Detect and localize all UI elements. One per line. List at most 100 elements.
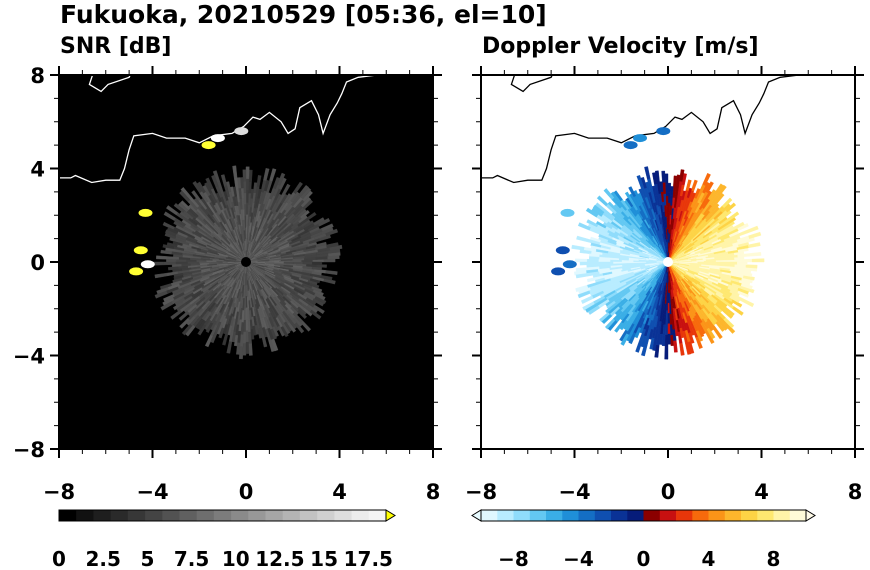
- echo-cell: [316, 264, 327, 268]
- radar-site-marker: [241, 257, 251, 267]
- echo-cell: [644, 166, 651, 180]
- echo-cell: [245, 178, 250, 191]
- echo-cell: [293, 261, 304, 265]
- colorbar-cell: [299, 510, 318, 521]
- echo-cell: [179, 317, 191, 329]
- colorbar-tick-label: 0: [637, 547, 651, 570]
- colorbar-cell: [497, 510, 515, 521]
- echo-cell: [728, 211, 740, 221]
- echo-cell: [308, 282, 320, 289]
- echo-cell: [205, 260, 217, 263]
- echo-cell: [323, 278, 336, 285]
- echo-cell: [619, 319, 629, 331]
- echo-patch: [133, 246, 148, 255]
- echo-cell: [160, 301, 174, 311]
- echo-cell: [733, 221, 745, 230]
- echo-cell: [625, 197, 634, 208]
- echo-cell: [667, 202, 671, 213]
- colorbar-cell: [724, 510, 742, 521]
- echo-cell: [179, 190, 191, 202]
- colorbar-tick-label: 4: [702, 547, 716, 570]
- echo-cell: [314, 295, 327, 305]
- colorbar-cell: [627, 510, 645, 521]
- colorbar-cell: [611, 510, 628, 521]
- echo-cell: [636, 175, 644, 188]
- echo-cell: [271, 338, 279, 352]
- colorbar-cell: [562, 510, 580, 521]
- colorbar-tick-label: 15: [310, 547, 338, 570]
- echo-patch: [562, 260, 577, 269]
- echo-cell: [604, 318, 616, 330]
- echo-cell: [282, 323, 291, 335]
- echo-cell: [172, 301, 184, 311]
- echo-cell: [675, 174, 681, 187]
- echo-cell: [313, 217, 325, 226]
- y-tick-label: −4: [13, 345, 45, 369]
- echo-cell: [702, 172, 711, 186]
- echo-cell: [329, 244, 343, 251]
- echo-cell: [667, 212, 670, 223]
- colorbar-cell: [59, 510, 77, 521]
- colorbar-frame: [480, 509, 807, 522]
- echo-cell: [592, 204, 605, 215]
- echo-cell: [688, 332, 695, 344]
- echo-cell: [638, 188, 645, 199]
- echo-cell: [294, 322, 305, 334]
- colorbar-cell: [334, 510, 353, 521]
- echo-cell: [697, 261, 708, 264]
- echo-cell: [635, 339, 643, 353]
- echo-cell: [654, 170, 660, 183]
- echo-cell: [243, 308, 247, 321]
- echo-cell: [282, 183, 291, 196]
- echo-cell: [574, 258, 588, 263]
- y-tick-label: 0: [30, 251, 45, 275]
- echo-cell: [320, 275, 333, 281]
- echo-cell: [707, 261, 718, 264]
- echo-cell: [197, 324, 207, 336]
- colorbar-cell: [773, 510, 791, 521]
- echo-cell: [691, 179, 698, 192]
- echo-cell: [243, 319, 247, 333]
- echo-cell: [722, 309, 734, 319]
- coastline-path: [59, 75, 379, 184]
- echo-cell: [317, 217, 331, 227]
- echo-patch: [234, 127, 249, 136]
- echo-cell: [586, 219, 599, 228]
- echo-cell: [211, 174, 219, 188]
- x-tick-label: −8: [465, 480, 497, 504]
- colorbar-cell: [110, 510, 129, 521]
- echo-cell: [598, 234, 609, 241]
- echo-cell: [303, 220, 314, 229]
- echo-cell: [302, 261, 313, 265]
- colorbar-cell: [578, 510, 596, 521]
- colorbar-cell: [659, 510, 677, 521]
- colorbar-cell: [145, 510, 163, 521]
- colorbar-tick-label: −8: [498, 547, 529, 570]
- colorbar-tick-label: 17.5: [344, 547, 393, 570]
- echo-cell: [170, 309, 182, 320]
- colorbar-cell: [368, 510, 387, 521]
- echo-cell: [575, 284, 589, 293]
- echo-cell: [576, 235, 589, 243]
- colorbar-cell: [127, 510, 146, 521]
- colorbar-cell: [213, 510, 232, 521]
- echo-cell: [312, 304, 325, 315]
- echo-patch: [656, 127, 671, 136]
- echo-cell: [585, 303, 598, 313]
- echo-cell: [585, 207, 599, 218]
- colorbar-over-arrow: [385, 509, 396, 522]
- echo-cell: [614, 321, 624, 333]
- echo-cell: [603, 188, 615, 200]
- colorbar-tick-label: 2.5: [85, 547, 120, 570]
- echo-cell: [226, 341, 233, 354]
- echo-cell: [599, 312, 611, 323]
- echo-cell: [173, 202, 185, 213]
- y-tick-label: 4: [30, 158, 45, 182]
- echo-cell: [747, 242, 761, 249]
- echo-cell: [162, 244, 174, 250]
- y-tick-label: −8: [13, 438, 45, 462]
- echo-cell: [186, 259, 197, 263]
- echo-cell: [666, 298, 669, 311]
- echo-cell: [586, 258, 599, 263]
